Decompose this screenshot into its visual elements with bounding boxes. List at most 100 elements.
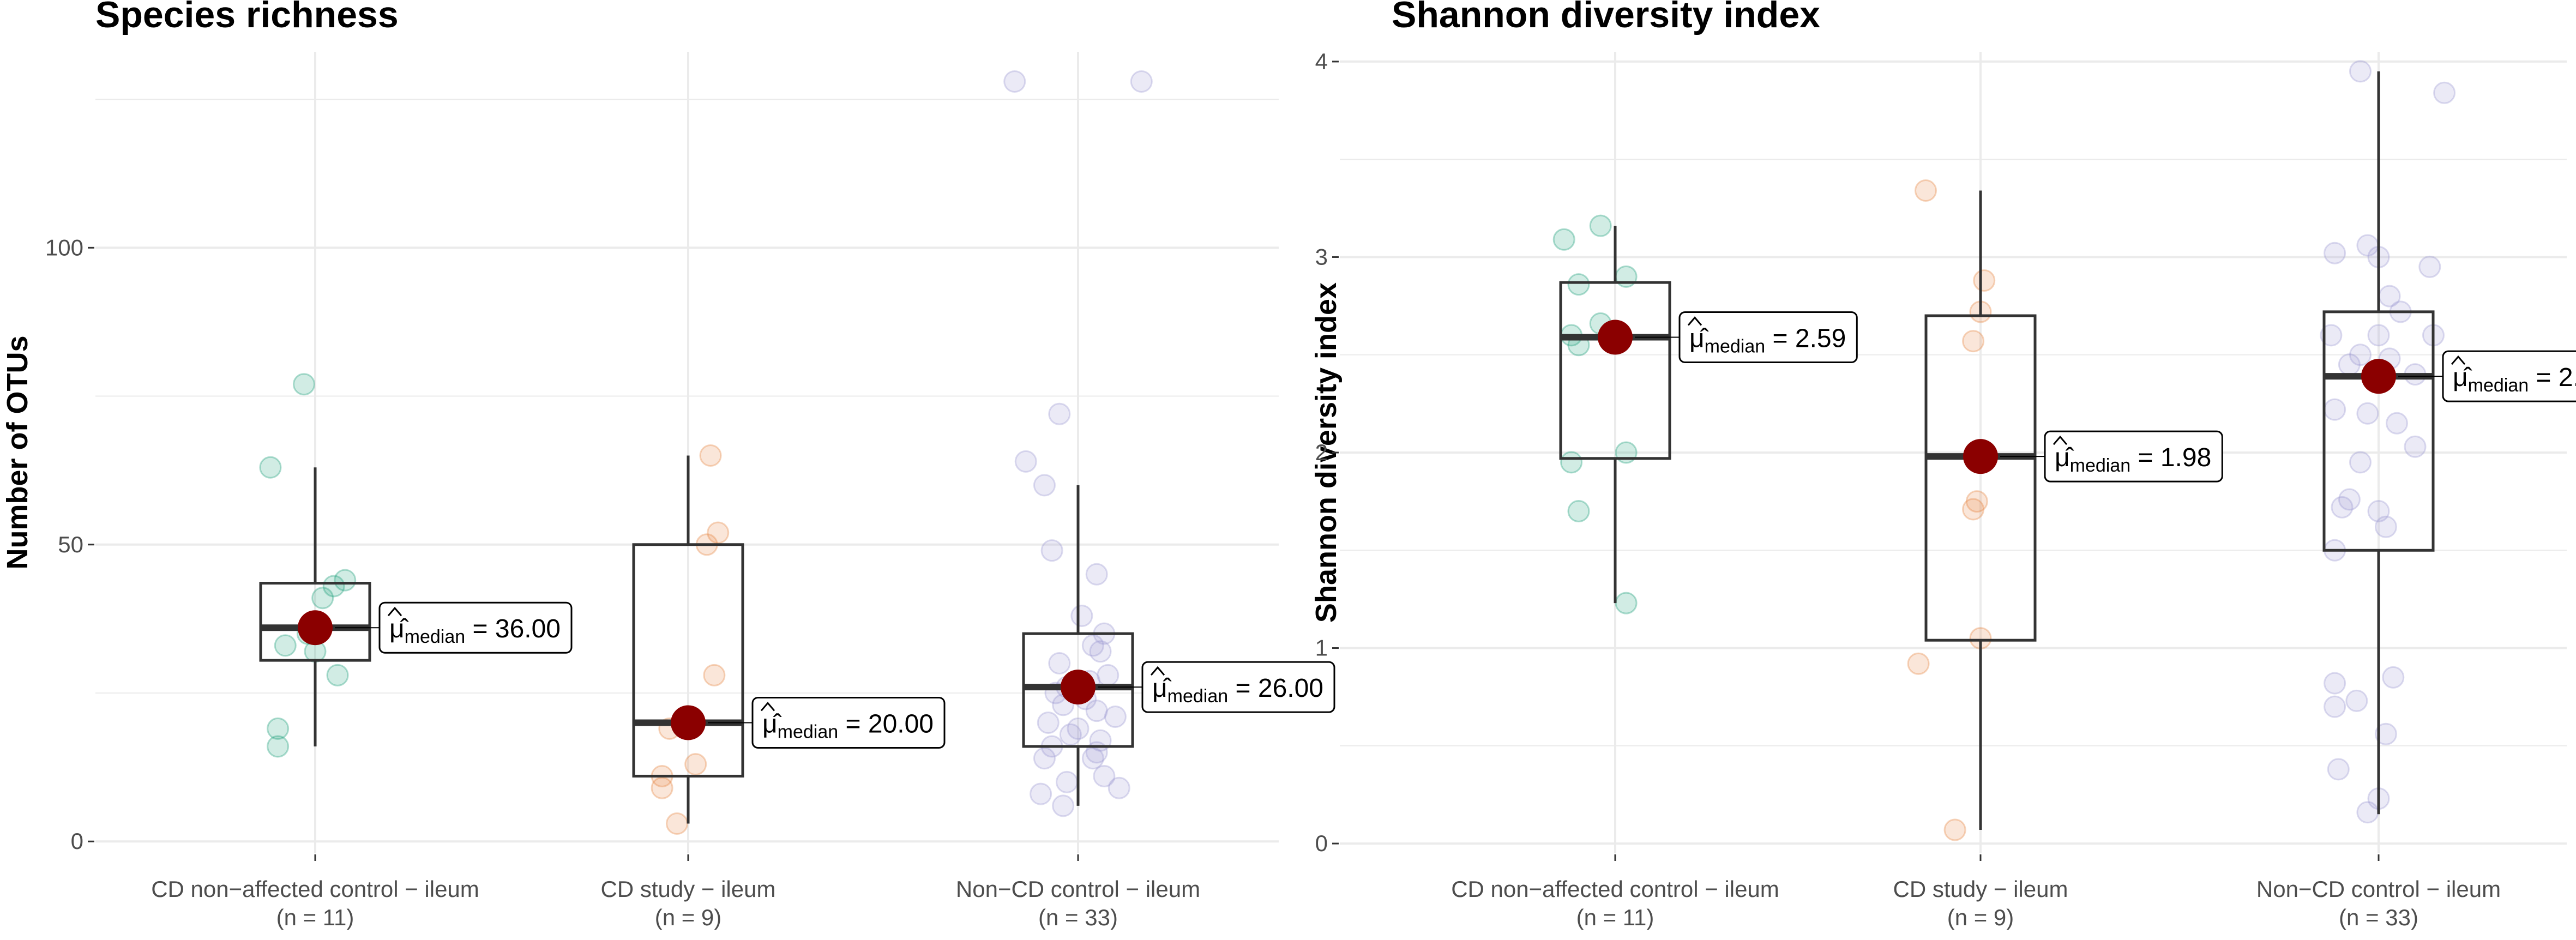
median-annotation: μ̂median = 2.39 [2398, 350, 2576, 402]
data-point [274, 634, 297, 657]
x-tick-label: CD non−affected control − ileum [151, 876, 479, 902]
median-annotation-text: μ̂median = 2.59 [1689, 324, 1846, 357]
data-point [2320, 324, 2343, 347]
median-value: = 2.39 [2529, 363, 2576, 392]
data-point [1567, 500, 1590, 523]
data-point [707, 521, 730, 544]
data-point [2349, 451, 2372, 474]
x-tick-label: Non−CD control − ileum [956, 876, 1200, 902]
category-cd-study-ileum: CD study − ileum (n = 9) μ̂median = 20.00 [601, 444, 946, 930]
median-subscript: median [405, 626, 466, 647]
data-point [1915, 179, 1937, 202]
data-point [1943, 818, 1966, 841]
data-point [2433, 81, 2456, 104]
hat-mark [2053, 435, 2068, 445]
data-point [1070, 604, 1093, 627]
median-subscript: median [2468, 375, 2529, 396]
median-value: = 1.98 [2130, 443, 2211, 472]
data-point [1037, 711, 1060, 734]
data-point [2367, 500, 2390, 523]
data-point [1081, 747, 1104, 770]
y-tick-label: 2 [1315, 439, 1328, 465]
data-point [1130, 70, 1153, 93]
hat-mark [2451, 355, 2466, 365]
species-richness-chart: Species richness Number of OTUs 0 50 100 CD n… [1, 0, 1335, 930]
median-value: = 36.00 [465, 614, 561, 643]
data-point [2356, 402, 2379, 425]
x-tick-n-label: (n = 11) [276, 905, 354, 930]
data-point [1093, 764, 1116, 787]
data-point [1030, 782, 1052, 805]
category-cd-study-ileum: CD study − ileum (n = 9) μ̂median = 1.98 [1893, 179, 2223, 930]
x-tick-n-label: (n = 11) [1576, 905, 1654, 930]
data-point [2382, 666, 2405, 689]
median-subscript: median [2070, 455, 2131, 476]
y-axis-label: Number of OTUs [1, 335, 34, 569]
x-tick-n-label: (n = 33) [1038, 905, 1118, 930]
median-value: = 26.00 [1228, 674, 1323, 703]
data-point [2349, 60, 2372, 83]
data-point [2386, 412, 2408, 435]
y-tick-label: 50 [58, 532, 83, 557]
data-point [2367, 324, 2390, 347]
data-point [2324, 242, 2346, 264]
median-point [1061, 670, 1096, 705]
median-annotation-text: μ̂median = 36.00 [389, 614, 561, 647]
data-point [322, 575, 345, 598]
data-point [1615, 592, 1638, 614]
data-point [1615, 441, 1638, 464]
median-annotation: μ̂median = 1.98 [2000, 430, 2223, 483]
data-point [1033, 474, 1056, 497]
median-point [298, 610, 333, 646]
data-point [1055, 770, 1078, 793]
median-annotation-text: μ̂median = 2.39 [2453, 363, 2576, 396]
data-point [1048, 652, 1071, 675]
y-tick-label: 100 [45, 234, 83, 260]
median-value: = 2.59 [1765, 324, 1846, 353]
median-point [1598, 320, 1633, 355]
data-point [326, 664, 349, 686]
data-point [1040, 539, 1063, 562]
box [632, 543, 744, 778]
data-point [1067, 717, 1090, 740]
data-point [1033, 747, 1056, 770]
data-point [1085, 700, 1108, 722]
box [259, 582, 371, 662]
data-point [2404, 435, 2427, 458]
median-value: = 20.00 [838, 709, 934, 738]
median-annotation: μ̂median = 26.00 [1098, 661, 1335, 713]
data-point [684, 753, 707, 776]
box [1924, 314, 2037, 642]
data-point [2327, 758, 2350, 781]
median-annotation: μ̂median = 20.00 [708, 696, 946, 749]
data-point [1089, 640, 1112, 663]
hat-mark [1150, 666, 1165, 676]
y-tick-label: 0 [71, 828, 83, 854]
data-point [1907, 652, 1930, 675]
data-point [2338, 353, 2361, 376]
y-tick-label: 1 [1315, 635, 1328, 661]
data-point [699, 444, 722, 467]
data-point [1962, 498, 1985, 521]
data-point [334, 569, 357, 592]
category-cd-non-affected-control-ileum: CD non−affected control − ileum (n = 11) μ… [1451, 214, 1858, 930]
data-point [267, 717, 290, 740]
x-tick-label: CD study − ileum [601, 876, 776, 902]
data-point [2345, 689, 2368, 712]
median-annotation: μ̂median = 36.00 [335, 601, 573, 654]
data-point [2374, 515, 2397, 538]
median-annotation-text: μ̂median = 20.00 [762, 709, 934, 742]
data-point [1552, 228, 1575, 251]
data-point [1104, 706, 1127, 728]
chart-title: Shannon diversity index [1392, 0, 1820, 35]
median-subscript: median [1705, 336, 1766, 357]
hat-mark [760, 702, 775, 712]
median-annotation-text: μ̂median = 1.98 [2055, 443, 2211, 476]
median-point [2361, 359, 2396, 394]
x-tick-label: CD study − ileum [1893, 876, 2068, 902]
data-point [259, 456, 282, 479]
data-point [1085, 563, 1108, 586]
category-non-cd-control-ileum: Non−CD control − ileum (n = 33) μ̂median =… [2256, 60, 2576, 930]
data-point [2349, 344, 2372, 366]
